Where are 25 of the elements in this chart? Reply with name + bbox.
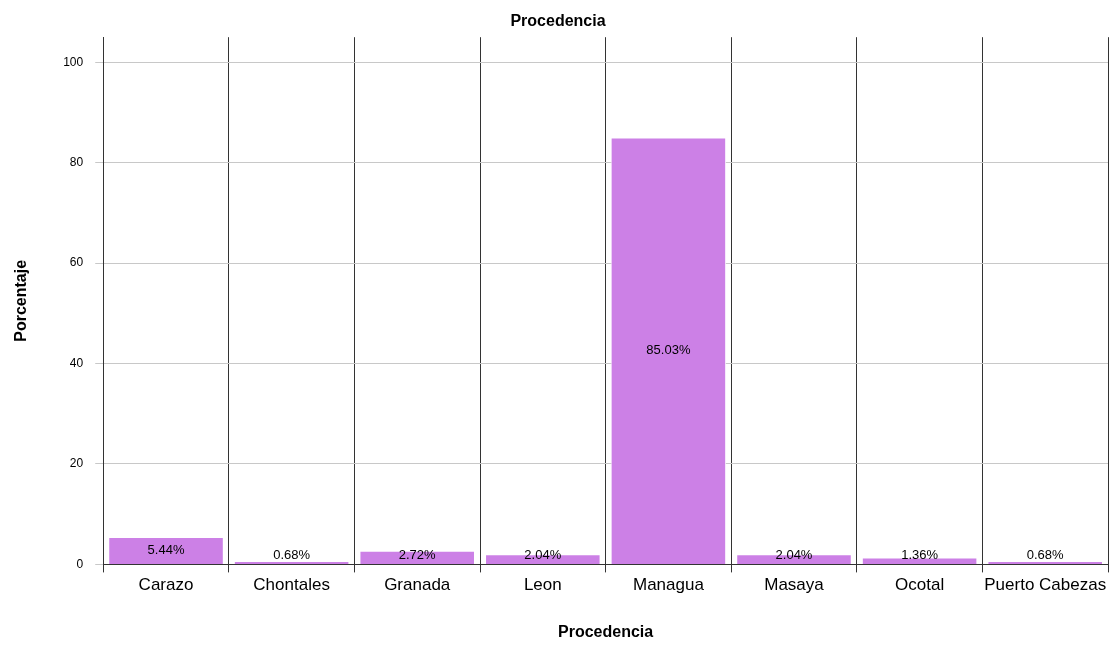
y-axis-title: Porcentaje (12, 259, 30, 342)
data-label: 85.03% (646, 342, 691, 358)
y-tick-label: 100 (63, 54, 84, 69)
data-label: 2.04% (775, 547, 813, 563)
x-tick-label: Chontales (253, 575, 330, 595)
y-tick-label: 40 (69, 355, 84, 370)
data-label: 2.04% (524, 547, 562, 563)
x-tick-label: Managua (632, 575, 705, 595)
data-label: 2.72% (398, 547, 437, 563)
y-tick-label: 80 (69, 155, 84, 170)
data-label: 5.44% (147, 542, 185, 558)
x-tick-label: Ocotal (895, 575, 945, 595)
data-label: 1.36% (901, 547, 939, 563)
x-tick-label: Masaya (764, 575, 825, 595)
y-tick-label: 20 (69, 456, 84, 471)
y-tick-label: 0 (76, 556, 84, 571)
data-label: 0.68% (273, 547, 311, 563)
data-label: 0.68% (1026, 547, 1065, 563)
x-tick-label: Granada (384, 575, 451, 595)
x-tick-label: Carazo (138, 575, 194, 595)
chart-title: Procedencia (510, 12, 606, 30)
x-tick-label: Leon (523, 575, 562, 595)
x-tick-label: Puerto Cabezas (984, 575, 1107, 595)
x-axis-title: Procedencia (558, 622, 654, 640)
y-tick-label: 60 (69, 255, 84, 270)
